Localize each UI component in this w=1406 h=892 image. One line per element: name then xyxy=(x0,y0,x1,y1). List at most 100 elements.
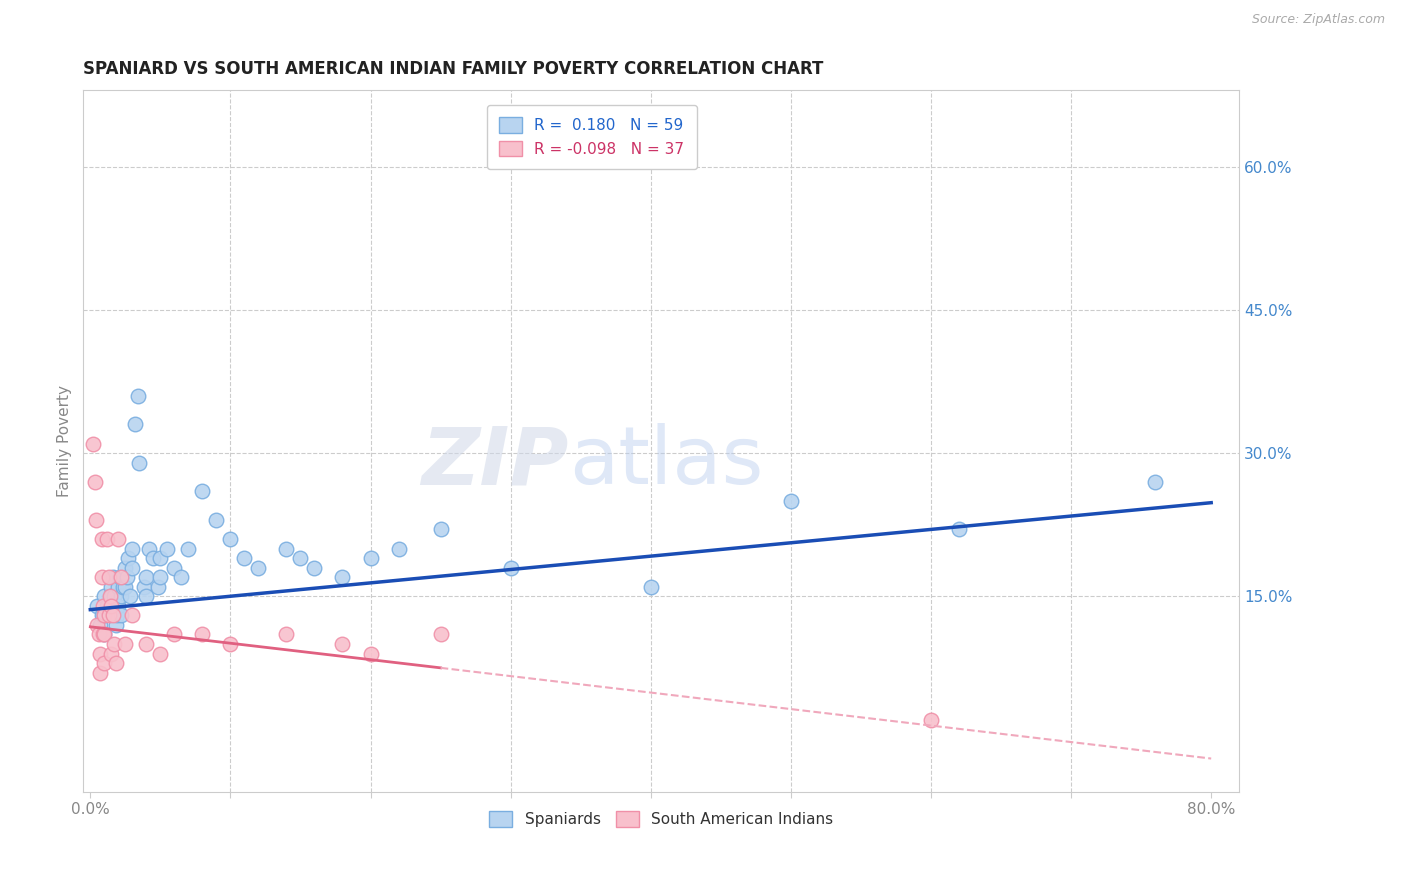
Point xyxy=(96,599,118,613)
Point xyxy=(93,608,115,623)
Point xyxy=(90,608,112,623)
Point xyxy=(110,570,132,584)
Point xyxy=(105,608,128,623)
Point xyxy=(332,637,354,651)
Point xyxy=(948,523,970,537)
Point xyxy=(163,627,186,641)
Point xyxy=(132,580,155,594)
Point xyxy=(920,714,942,728)
Point xyxy=(499,560,522,574)
Point xyxy=(118,589,141,603)
Point xyxy=(89,665,111,680)
Point xyxy=(114,580,136,594)
Point xyxy=(128,456,150,470)
Y-axis label: Family Poverty: Family Poverty xyxy=(58,385,72,497)
Point xyxy=(100,599,122,613)
Point xyxy=(86,618,108,632)
Point xyxy=(91,599,114,613)
Point xyxy=(87,627,110,641)
Point xyxy=(276,541,298,556)
Point xyxy=(93,627,115,641)
Point xyxy=(114,560,136,574)
Point xyxy=(360,551,382,566)
Point xyxy=(779,493,801,508)
Point xyxy=(127,389,149,403)
Text: atlas: atlas xyxy=(569,423,763,501)
Point xyxy=(191,627,214,641)
Point xyxy=(97,570,120,584)
Point xyxy=(156,541,179,556)
Point xyxy=(96,532,118,546)
Point xyxy=(104,599,127,613)
Point xyxy=(90,532,112,546)
Text: SPANIARD VS SOUTH AMERICAN INDIAN FAMILY POVERTY CORRELATION CHART: SPANIARD VS SOUTH AMERICAN INDIAN FAMILY… xyxy=(83,60,824,78)
Point xyxy=(84,513,107,527)
Point xyxy=(110,608,132,623)
Point xyxy=(117,551,139,566)
Point xyxy=(135,589,157,603)
Point xyxy=(90,570,112,584)
Point xyxy=(91,627,114,641)
Point xyxy=(86,599,108,613)
Point xyxy=(100,647,122,661)
Point xyxy=(103,637,125,651)
Point xyxy=(170,570,193,584)
Point xyxy=(101,570,124,584)
Legend: Spaniards, South American Indians: Spaniards, South American Indians xyxy=(484,805,839,833)
Point xyxy=(83,475,105,489)
Point xyxy=(104,618,127,632)
Point xyxy=(103,589,125,603)
Point xyxy=(111,580,134,594)
Point xyxy=(93,627,115,641)
Point xyxy=(149,570,172,584)
Point xyxy=(163,560,186,574)
Point xyxy=(640,580,662,594)
Point xyxy=(191,484,214,499)
Point xyxy=(247,560,270,574)
Point xyxy=(124,417,146,432)
Point xyxy=(121,608,143,623)
Point xyxy=(219,637,242,651)
Point xyxy=(149,551,172,566)
Point xyxy=(104,656,127,670)
Point xyxy=(100,589,122,603)
Point xyxy=(142,551,165,566)
Point xyxy=(135,637,157,651)
Point xyxy=(100,580,122,594)
Point xyxy=(332,570,354,584)
Point xyxy=(429,523,451,537)
Point xyxy=(89,647,111,661)
Text: Source: ZipAtlas.com: Source: ZipAtlas.com xyxy=(1251,13,1385,27)
Point xyxy=(290,551,312,566)
Point xyxy=(93,656,115,670)
Point xyxy=(360,647,382,661)
Point xyxy=(89,618,111,632)
Point xyxy=(101,608,124,623)
Point xyxy=(276,627,298,641)
Point xyxy=(115,570,138,584)
Point xyxy=(107,580,129,594)
Point xyxy=(93,589,115,603)
Point xyxy=(121,560,143,574)
Point xyxy=(110,589,132,603)
Point xyxy=(138,541,160,556)
Point xyxy=(108,570,131,584)
Point xyxy=(98,589,121,603)
Point xyxy=(177,541,200,556)
Point xyxy=(97,608,120,623)
Point xyxy=(93,608,115,623)
Point xyxy=(205,513,228,527)
Point xyxy=(387,541,409,556)
Point xyxy=(135,570,157,584)
Point xyxy=(429,627,451,641)
Point xyxy=(304,560,326,574)
Point xyxy=(107,532,129,546)
Point xyxy=(233,551,256,566)
Text: ZIP: ZIP xyxy=(422,423,569,501)
Point xyxy=(146,580,169,594)
Point xyxy=(219,532,242,546)
Point xyxy=(121,541,143,556)
Point xyxy=(114,637,136,651)
Point xyxy=(82,436,104,450)
Point xyxy=(149,647,172,661)
